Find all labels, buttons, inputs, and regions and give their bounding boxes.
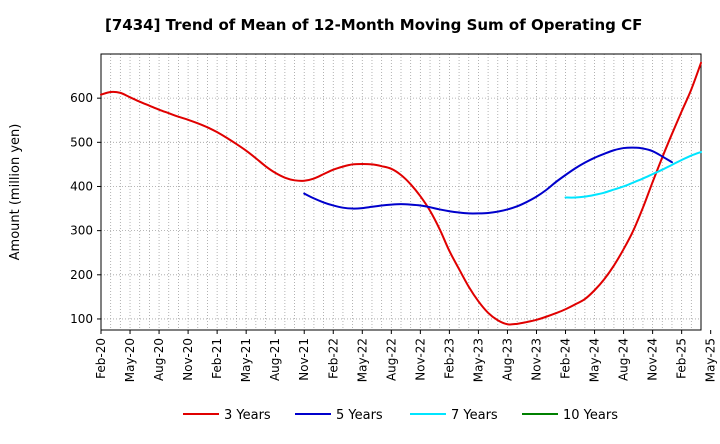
x-tick-label: Nov-24 bbox=[646, 338, 660, 381]
legend-label: 10 Years bbox=[563, 408, 618, 423]
y-tick-label: 100 bbox=[70, 312, 93, 326]
x-tick-label: Feb-23 bbox=[442, 338, 456, 379]
y-axis-label: Amount (million yen) bbox=[8, 124, 23, 261]
x-tick-label: May-20 bbox=[123, 338, 137, 382]
y-tick-label: 300 bbox=[70, 224, 93, 238]
y-tick-label: 600 bbox=[70, 91, 93, 105]
x-tick-label: Feb-24 bbox=[559, 338, 573, 379]
series-layer bbox=[100, 61, 702, 326]
x-tick-label: Aug-21 bbox=[268, 338, 282, 381]
x-tick-label: May-23 bbox=[471, 338, 485, 382]
x-tick-label: May-25 bbox=[704, 338, 718, 382]
legend: 3 Years 5 Years 7 Years 10 Years bbox=[183, 408, 618, 423]
x-tick-label: May-22 bbox=[355, 338, 369, 382]
x-tick-label: Feb-25 bbox=[675, 338, 689, 379]
chart-title: [7434] Trend of Mean of 12-Month Moving … bbox=[105, 16, 642, 34]
plot-frame bbox=[100, 53, 702, 331]
x-tick-label: Aug-20 bbox=[152, 338, 166, 381]
legend-label: 7 Years bbox=[451, 408, 498, 423]
x-tick-label: Nov-22 bbox=[413, 338, 427, 381]
y-tick-label: 400 bbox=[70, 179, 93, 193]
series-line-5-years bbox=[303, 146, 673, 215]
y-tick-label: 500 bbox=[70, 135, 93, 149]
y-tick-labels: 100 200 300 400 500 600 bbox=[70, 91, 101, 326]
x-tick-label: May-21 bbox=[239, 338, 253, 382]
x-tick-label: Feb-22 bbox=[326, 338, 340, 379]
legend-label: 3 Years bbox=[224, 408, 271, 423]
x-tick-label: Nov-20 bbox=[181, 338, 195, 381]
series-line-7-years bbox=[564, 151, 702, 199]
x-tick-label: Nov-21 bbox=[297, 338, 311, 381]
legend-label: 5 Years bbox=[336, 408, 383, 423]
x-tick-label: Nov-23 bbox=[529, 338, 543, 381]
x-tick-label: Aug-23 bbox=[500, 338, 514, 381]
x-tick-label: Aug-22 bbox=[384, 338, 398, 381]
x-tick-labels: Feb-20 May-20 Aug-20 Nov-20 Feb-21 May-21 Aug-… bbox=[94, 330, 718, 382]
series-line-3-years bbox=[100, 61, 702, 326]
grid bbox=[101, 54, 701, 330]
x-tick-label: Feb-21 bbox=[210, 338, 224, 379]
x-tick-label: Feb-20 bbox=[94, 338, 108, 379]
x-tick-label: Aug-24 bbox=[617, 338, 631, 381]
x-tick-label: May-24 bbox=[588, 338, 602, 382]
y-tick-label: 200 bbox=[70, 268, 93, 282]
